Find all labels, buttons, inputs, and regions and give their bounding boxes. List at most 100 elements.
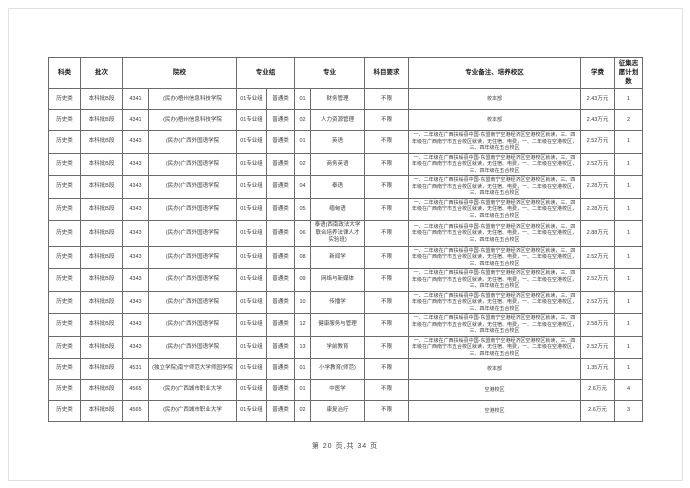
cell-major-group: 01专业组 — [236, 245, 267, 270]
header-batch: 批次 — [80, 56, 123, 90]
admission-plan-table: 科类 批次 院校 专业组 专业 科目要求 专业备注、培养校区 学费 征集志愿计划… — [48, 56, 643, 423]
cell-major-name: 英语 — [310, 130, 365, 154]
cell-subject-requirement: 不限 — [364, 335, 409, 360]
cell-major-code: 13 — [294, 335, 311, 360]
cell-group-type: 普通类 — [266, 245, 295, 270]
cell-batch: 本科批B段 — [80, 245, 123, 270]
cell-tuition: 2.52万元 — [580, 152, 615, 177]
header-major-group: 专业组 — [236, 56, 295, 90]
cell-institution-name: (民办)广西外国语学院 — [148, 290, 237, 315]
cell-major-code: 02 — [294, 152, 311, 177]
table-row: 历史类 本科批B段 4343 (民办)广西外国语学院 01专业组 普通类 08 新闻学 不限 一、… — [48, 245, 643, 270]
cell-plan-count: 1 — [614, 88, 643, 111]
cell-major-code: 12 — [294, 313, 311, 337]
cell-institution-code: 4343 — [122, 335, 149, 360]
table-row: 历史类 本科批B段 4343 (民办)广西外国语学院 01专业组 普通类 12 健康服务与管理… — [48, 313, 643, 337]
cell-institution-name: (民办)广西城市职业大学 — [148, 400, 237, 423]
cell-tuition: 2.58万元 — [580, 313, 615, 337]
cell-major-name: 健康服务与管理 — [310, 313, 365, 337]
cell-group-type: 普通类 — [266, 152, 295, 177]
cell-subject-requirement: 不限 — [364, 268, 409, 292]
cell-major-name: 传播学 — [310, 290, 365, 315]
cell-batch: 本科批B段 — [80, 109, 123, 132]
cell-plan-count: 1 — [614, 358, 643, 381]
cell-major-group: 01专业组 — [236, 335, 267, 360]
cell-notes: 一、二年级在广西扶绥县中国-东盟南宁空港经济区空港校区就读，三、四年级在广西南宁… — [408, 220, 581, 247]
cell-batch: 本科批B段 — [80, 152, 123, 177]
cell-notes: 校本部 — [408, 88, 581, 111]
cell-institution-name: (民办)梧州信息科技学院 — [148, 109, 237, 132]
cell-major-group: 01专业组 — [236, 290, 267, 315]
cell-tuition: 2.28万元 — [580, 175, 615, 199]
cell-institution-code: 4343 — [122, 220, 149, 247]
cell-notes: 校本部 — [408, 109, 581, 132]
cell-category: 历史类 — [48, 152, 81, 177]
table-row: 历史类 本科批B段 4343 (民办)广西外国语学院 01专业组 普通类 06 泰语(西南政法… — [48, 220, 643, 247]
cell-major-code: 09 — [294, 268, 311, 292]
table-row: 历史类 本科批B段 4343 (民办)广西外国语学院 01专业组 普通类 05 缅甸语 不限 一、… — [48, 197, 643, 222]
cell-institution-code: 4341 — [122, 109, 149, 132]
cell-notes: 一、二年级在广西扶绥县中国-东盟南宁空港经济区空港校区就读，三、四年级在广西南宁… — [408, 245, 581, 270]
cell-category: 历史类 — [48, 130, 81, 154]
cell-plan-count: 4 — [614, 379, 643, 402]
cell-batch: 本科批B段 — [80, 335, 123, 360]
cell-major-name: 新闻学 — [310, 245, 365, 270]
cell-notes: 空港校区 — [408, 379, 581, 402]
table-row: 历史类 本科批B段 4343 (民办)广西外国语学院 01专业组 普通类 13 学前教育 不限一… — [48, 335, 643, 360]
cell-group-type: 普通类 — [266, 109, 295, 132]
cell-category: 历史类 — [48, 335, 81, 360]
table-row: 历史类 本科批B段 4565 (民办)广西城市职业大学 01专业组 普通类 02 康复治疗 不限… — [48, 400, 643, 423]
cell-group-type: 普通类 — [266, 197, 295, 222]
cell-group-type: 普通类 — [266, 313, 295, 337]
cell-institution-code: 4531 — [122, 358, 149, 381]
cell-batch: 本科批B段 — [80, 313, 123, 337]
cell-notes: 一、二年级在广西扶绥县中国-东盟南宁空港经济区空港校区就读，三、四年级在广西南宁… — [408, 175, 581, 199]
cell-tuition: 2.6万元 — [580, 400, 615, 423]
cell-major-code: 02 — [294, 109, 311, 132]
cell-institution-code: 4343 — [122, 130, 149, 154]
cell-batch: 本科批B段 — [80, 175, 123, 199]
cell-subject-requirement: 不限 — [364, 152, 409, 177]
cell-plan-count: 1 — [614, 130, 643, 154]
cell-major-code: 01 — [294, 358, 311, 381]
header-institution: 院校 — [122, 56, 237, 90]
header-category: 科类 — [48, 56, 81, 90]
cell-group-type: 普通类 — [266, 88, 295, 111]
cell-tuition: 2.52万元 — [580, 290, 615, 315]
cell-plan-count: 1 — [614, 220, 643, 247]
cell-category: 历史类 — [48, 175, 81, 199]
cell-institution-name: (民办)广西外国语学院 — [148, 130, 237, 154]
cell-major-group: 01专业组 — [236, 152, 267, 177]
table-row: 历史类 本科批B段 4531 (独立学院)南宁师范大学师园学院 01专业组 普通类 01 小学… — [48, 358, 643, 381]
cell-plan-count: 1 — [614, 197, 643, 222]
cell-major-group: 01专业组 — [236, 220, 267, 247]
cell-institution-code: 4343 — [122, 245, 149, 270]
cell-category: 历史类 — [48, 358, 81, 381]
cell-major-code: 04 — [294, 175, 311, 199]
cell-major-name: 网络与新媒体 — [310, 268, 365, 292]
cell-major-group: 01专业组 — [236, 197, 267, 222]
cell-category: 历史类 — [48, 88, 81, 111]
cell-subject-requirement: 不限 — [364, 197, 409, 222]
cell-category: 历史类 — [48, 109, 81, 132]
cell-major-name: 商务英语 — [310, 152, 365, 177]
cell-institution-name: (民办)广西外国语学院 — [148, 220, 237, 247]
cell-major-group: 01专业组 — [236, 175, 267, 199]
table-row: 历史类 本科批B段 4343 (民办)广西外国语学院 01专业组 普通类 10 传播学 不限 一、… — [48, 290, 643, 315]
page-number-indicator: 第 20 页,共 34 页 — [311, 443, 379, 450]
header-plan-count: 征集志愿计划数 — [614, 56, 643, 90]
cell-notes: 校本部 — [408, 358, 581, 381]
cell-major-name: 小学教育(师范) — [310, 358, 365, 381]
cell-institution-code: 4565 — [122, 400, 149, 423]
table-row: 历史类 本科批B段 4341 (民办)梧州信息科技学院 01专业组 普通类 02 人力资源管理… — [48, 109, 643, 132]
cell-plan-count: 1 — [614, 175, 643, 199]
cell-tuition: 2.52万元 — [580, 335, 615, 360]
cell-plan-count: 2 — [614, 109, 643, 132]
cell-institution-name: (民办)广西外国语学院 — [148, 197, 237, 222]
cell-plan-count: 1 — [614, 335, 643, 360]
cell-tuition: 2.43万元 — [580, 109, 615, 132]
cell-subject-requirement: 不限 — [364, 245, 409, 270]
cell-group-type: 普通类 — [266, 175, 295, 199]
cell-category: 历史类 — [48, 268, 81, 292]
